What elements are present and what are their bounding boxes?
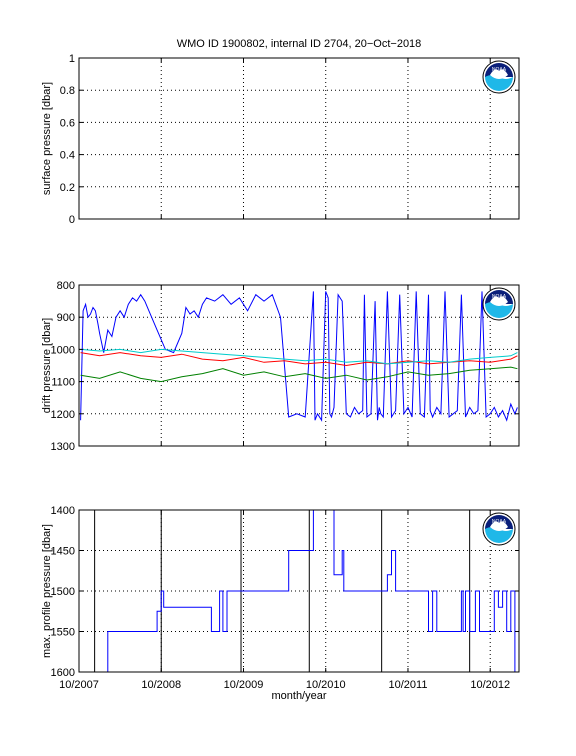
logo-gull <box>490 521 508 531</box>
series-line-3 <box>80 348 518 365</box>
logo-text: NOAA <box>492 294 507 300</box>
panels: 0 0.2 0.4 0.6 0.8 1 surface pressure [dbar] NOA… <box>41 53 520 691</box>
logo-text: NOAA <box>492 67 507 73</box>
y-tick-label: 800 <box>57 280 75 292</box>
panel-2: 800 900 1000 1100 1200 1300 drift pressure [db… <box>41 280 520 453</box>
x-tick-label: 10/2009 <box>224 679 264 691</box>
x-tick-label: 10/2010 <box>306 679 346 691</box>
axes-frame <box>78 284 520 447</box>
logo-gull <box>490 296 508 306</box>
y-tick-label: 1 <box>69 53 75 65</box>
logo-gull <box>490 69 508 79</box>
y-tick-label: 1450 <box>51 546 75 558</box>
y-axis-label: drift pressure [dbar] <box>41 318 53 413</box>
y-tick-label: 1400 <box>51 505 75 517</box>
y-tick-label: 0.2 <box>60 182 75 194</box>
panel-1: 0 0.2 0.4 0.6 0.8 1 surface pressure [dbar] NOA… <box>41 53 520 226</box>
y-tick-label: 1600 <box>51 667 75 679</box>
logo-bottom-half <box>485 527 513 543</box>
series-line-1 <box>80 291 518 422</box>
series-line-1 <box>98 510 518 672</box>
y-axis-label: surface pressure [dbar] <box>41 82 53 195</box>
y-tick-label: 1550 <box>51 627 75 639</box>
y-tick-label: 1000 <box>51 344 75 356</box>
y-tick-label: 1500 <box>51 586 75 598</box>
y-tick-label: 1300 <box>51 441 75 453</box>
logo-bottom-half <box>485 302 513 318</box>
figure-title: WMO ID 1900802, internal ID 2704, 20−Oct… <box>177 38 422 50</box>
y-tick-label: 0.4 <box>60 150 75 162</box>
y-axis-label: max. profile pressure [dbar] <box>41 524 53 658</box>
noaa-logo-icon: NOAA <box>482 60 516 94</box>
x-axis-label: month/year <box>271 690 326 702</box>
logo-text: NOAA <box>492 519 507 525</box>
y-tick-label: 0 <box>69 214 75 226</box>
axes-frame <box>78 57 520 220</box>
x-tick-label: 10/2008 <box>141 679 181 691</box>
y-tick-label: 1100 <box>51 377 75 389</box>
y-tick-label: 0.8 <box>60 85 75 97</box>
y-tick-label: 0.6 <box>60 117 75 129</box>
x-tick-label: 10/2012 <box>470 679 510 691</box>
y-tick-label: 900 <box>57 312 75 324</box>
y-tick-label: 1200 <box>51 409 75 421</box>
noaa-logo-icon: NOAA <box>482 512 516 546</box>
series-line-2 <box>80 352 518 367</box>
logo-bottom-half <box>485 75 513 91</box>
x-tick-label: 10/2011 <box>388 679 427 691</box>
series-line-4 <box>80 366 518 383</box>
noaa-logo-icon: NOAA <box>482 287 516 321</box>
x-tick-label: 10/2007 <box>59 679 99 691</box>
